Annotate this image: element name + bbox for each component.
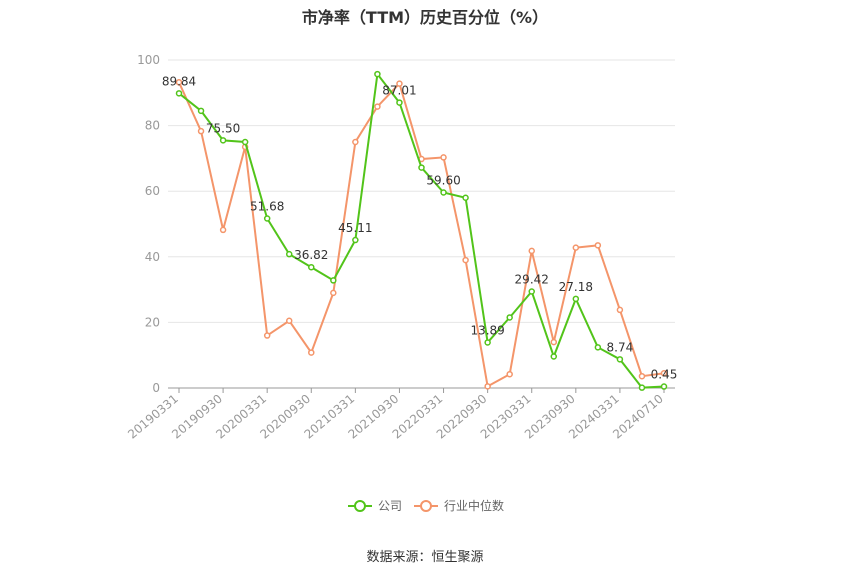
company-point: [175, 90, 183, 97]
y-tick-label: 100: [137, 53, 160, 67]
data-label: 27.18: [559, 280, 593, 294]
company-point: [440, 189, 447, 196]
legend[interactable]: 公司 行业中位数: [348, 498, 504, 513]
y-tick-label: 80: [145, 119, 160, 133]
y-tick-label: 60: [145, 184, 160, 198]
legend-marker-industry: [420, 500, 432, 512]
industry-point: [572, 244, 580, 251]
data-label: 45.11: [338, 221, 372, 235]
gridlines: [168, 59, 675, 323]
company-point: [396, 99, 403, 106]
industry-point: [352, 138, 359, 146]
company-point: [484, 339, 491, 346]
data-label: 89.84: [162, 74, 196, 88]
industry-point: [197, 127, 205, 135]
industry-point: [396, 80, 403, 87]
company-point: [418, 164, 425, 171]
industry-point: [330, 289, 337, 297]
industry-point: [219, 226, 227, 234]
company-point: [638, 384, 646, 391]
y-tick-label: 20: [145, 315, 160, 329]
company-point: [572, 295, 580, 303]
industry-line: [178, 81, 665, 388]
industry-point: [440, 154, 447, 161]
company-point: [263, 215, 271, 222]
y-tick-label: 40: [145, 250, 160, 264]
data-label: 51.68: [250, 199, 284, 213]
legend-marker-company: [354, 500, 366, 512]
company-point: [506, 314, 513, 321]
company-point: [197, 107, 205, 115]
industry-point: [462, 256, 469, 264]
legend-label-company: 公司: [378, 499, 402, 513]
industry-point: [550, 338, 558, 346]
industry-point: [506, 370, 513, 378]
company-point: [528, 288, 535, 295]
data-label: 8.74: [607, 340, 634, 354]
company-point: [374, 70, 381, 78]
industry-point: [175, 79, 183, 86]
company-point: [285, 250, 293, 258]
legend-item-industry[interactable]: 行业中位数: [414, 498, 504, 513]
data-label: 36.82: [294, 248, 328, 262]
legend-item-company[interactable]: 公司: [348, 499, 402, 513]
industry-point: [528, 247, 535, 255]
industry-point: [484, 383, 491, 390]
legend-label-industry: 行业中位数: [444, 498, 504, 513]
company-point: [352, 236, 359, 244]
industry-point: [285, 317, 293, 325]
company-point: [308, 263, 315, 271]
data-label: 0.45: [651, 368, 678, 382]
data-label: 59.60: [426, 174, 460, 188]
data-label: 13.89: [470, 323, 504, 337]
company-point: [594, 344, 602, 351]
axes: 0204060801002019033120190930202003312020…: [125, 53, 675, 442]
company-point: [616, 356, 624, 363]
industry-point: [308, 349, 315, 356]
company-line: [178, 71, 665, 389]
company-point: [241, 138, 249, 146]
data-label: 75.50: [206, 121, 240, 135]
industry-point: [616, 306, 624, 314]
industry-point: [263, 332, 271, 339]
data-labels: 89.84 75.50 51.68 36.82 45.11 87.01 59.60 13.89…: [162, 74, 678, 381]
data-label: 87.01: [382, 84, 416, 98]
company-point: [330, 277, 337, 284]
source-note: 数据来源：恒生聚源: [366, 550, 484, 565]
series-industry: [175, 79, 668, 390]
industry-point: [594, 242, 602, 249]
industry-point: [660, 369, 668, 377]
company-point: [462, 194, 469, 202]
industry-point: [638, 372, 646, 380]
series-lines: [175, 70, 668, 391]
company-point: [660, 383, 668, 390]
industry-point: [374, 103, 381, 110]
chart-title: 市净率（TTM）历史百分位（%）: [301, 8, 549, 27]
company-point: [550, 353, 558, 360]
data-label: 29.42: [515, 273, 549, 287]
company-point: [219, 137, 227, 144]
y-tick-label: 0: [152, 381, 160, 395]
series-company: [175, 70, 668, 391]
